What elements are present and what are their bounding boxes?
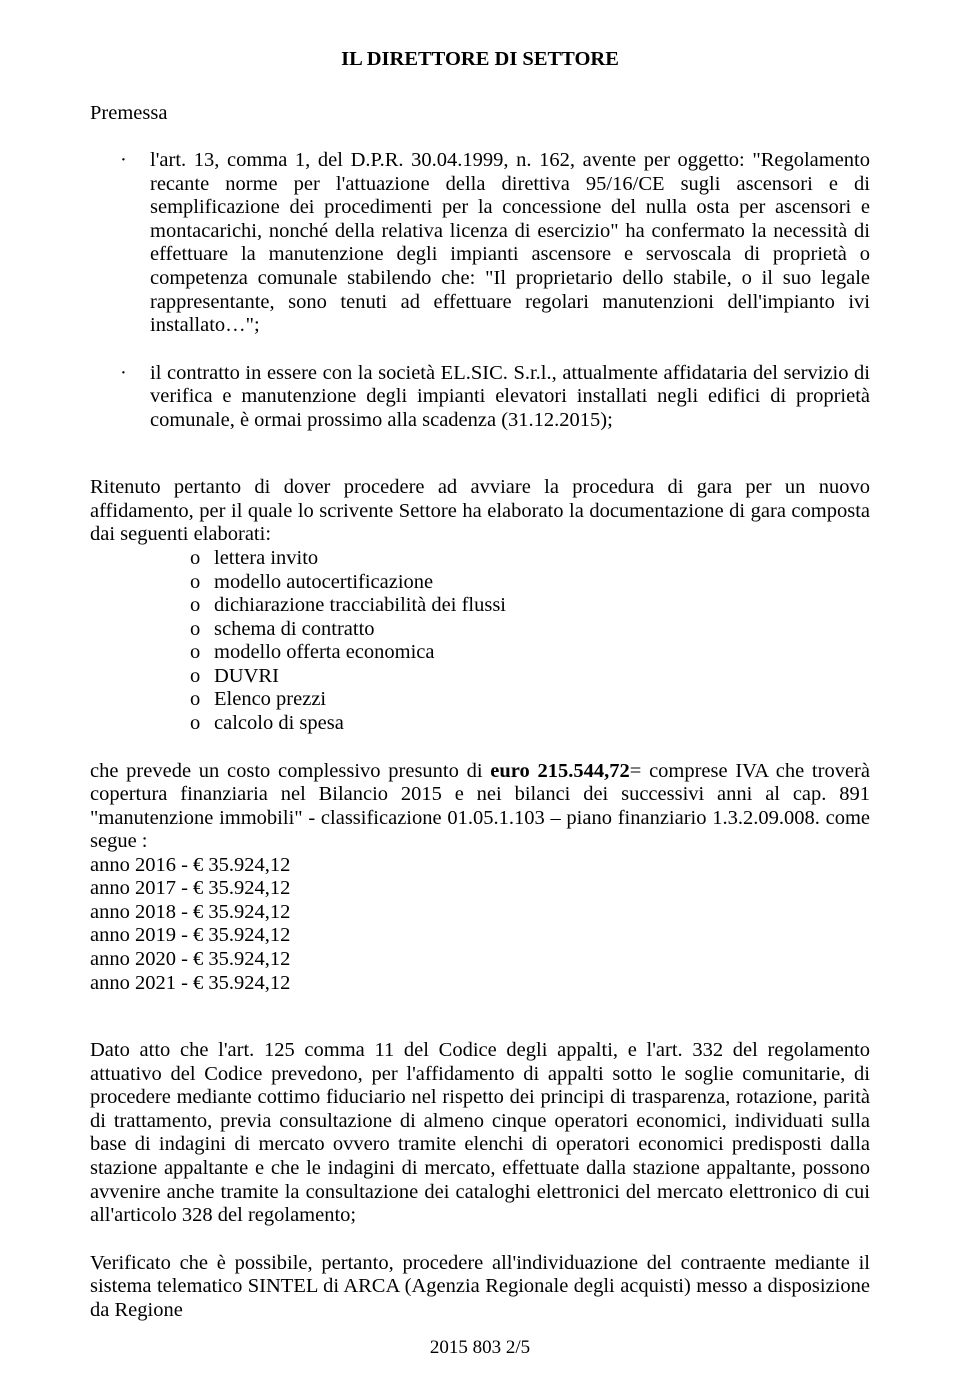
list-item: omodello autocertificazione (190, 571, 870, 595)
anno-row: anno 2020 - € 35.924,12 (90, 948, 870, 972)
bullet-item-1: ·l'art. 13, comma 1, del D.P.R. 30.04.19… (150, 149, 870, 338)
list-item-text: lettera invito (214, 547, 318, 569)
list-item-text: Elenco prezzi (214, 688, 326, 710)
anno-row: anno 2017 - € 35.924,12 (90, 877, 870, 901)
list-item-text: DUVRI (214, 665, 279, 687)
list-item-text: modello autocertificazione (214, 571, 433, 593)
list-item: oschema di contratto (190, 618, 870, 642)
list-item: omodello offerta economica (190, 641, 870, 665)
premessa-label: Premessa (90, 102, 870, 126)
anni-list: anno 2016 - € 35.924,12 anno 2017 - € 35… (90, 854, 870, 995)
list-marker: o (190, 594, 214, 618)
list-marker: o (190, 712, 214, 736)
bullet-2-text: il contratto in essere con la società EL… (150, 362, 870, 431)
list-item: oDUVRI (190, 665, 870, 689)
list-item: odichiarazione tracciabilità dei flussi (190, 594, 870, 618)
anno-row: anno 2016 - € 35.924,12 (90, 854, 870, 878)
list-marker: o (190, 618, 214, 642)
list-marker: o (190, 641, 214, 665)
bullet-dot-icon: · (120, 149, 150, 173)
page-footer: 2015 803 2/5 (0, 1337, 960, 1359)
elaborati-list: olettera invito omodello autocertificazi… (190, 547, 870, 736)
costo-pre: che prevede un costo complessivo presunt… (90, 760, 490, 782)
list-item-text: calcolo di spesa (214, 712, 344, 734)
paragraph-costo: che prevede un costo complessivo presunt… (90, 760, 870, 854)
paragraph-ritenuto: Ritenuto pertanto di dover procedere ad … (90, 476, 870, 547)
list-marker: o (190, 571, 214, 595)
list-item: oElenco prezzi (190, 688, 870, 712)
list-marker: o (190, 547, 214, 571)
page-title: IL DIRETTORE DI SETTORE (90, 48, 870, 72)
list-item-text: dichiarazione tracciabilità dei flussi (214, 594, 506, 616)
anno-row: anno 2019 - € 35.924,12 (90, 924, 870, 948)
list-marker: o (190, 688, 214, 712)
bullet-1-text: l'art. 13, comma 1, del D.P.R. 30.04.199… (150, 149, 870, 336)
paragraph-dato-atto: Dato atto che l'art. 125 comma 11 del Co… (90, 1039, 870, 1228)
list-item: ocalcolo di spesa (190, 712, 870, 736)
anno-row: anno 2018 - € 35.924,12 (90, 901, 870, 925)
list-item-text: schema di contratto (214, 618, 375, 640)
paragraph-verificato: Verificato che è possibile, pertanto, pr… (90, 1252, 870, 1323)
bullet-dot-icon: · (120, 362, 150, 386)
list-item: olettera invito (190, 547, 870, 571)
costo-amount: euro 215.544,72 (490, 760, 629, 782)
bullet-item-2: ·il contratto in essere con la società E… (150, 362, 870, 433)
list-item-text: modello offerta economica (214, 641, 434, 663)
anno-row: anno 2021 - € 35.924,12 (90, 972, 870, 996)
list-marker: o (190, 665, 214, 689)
